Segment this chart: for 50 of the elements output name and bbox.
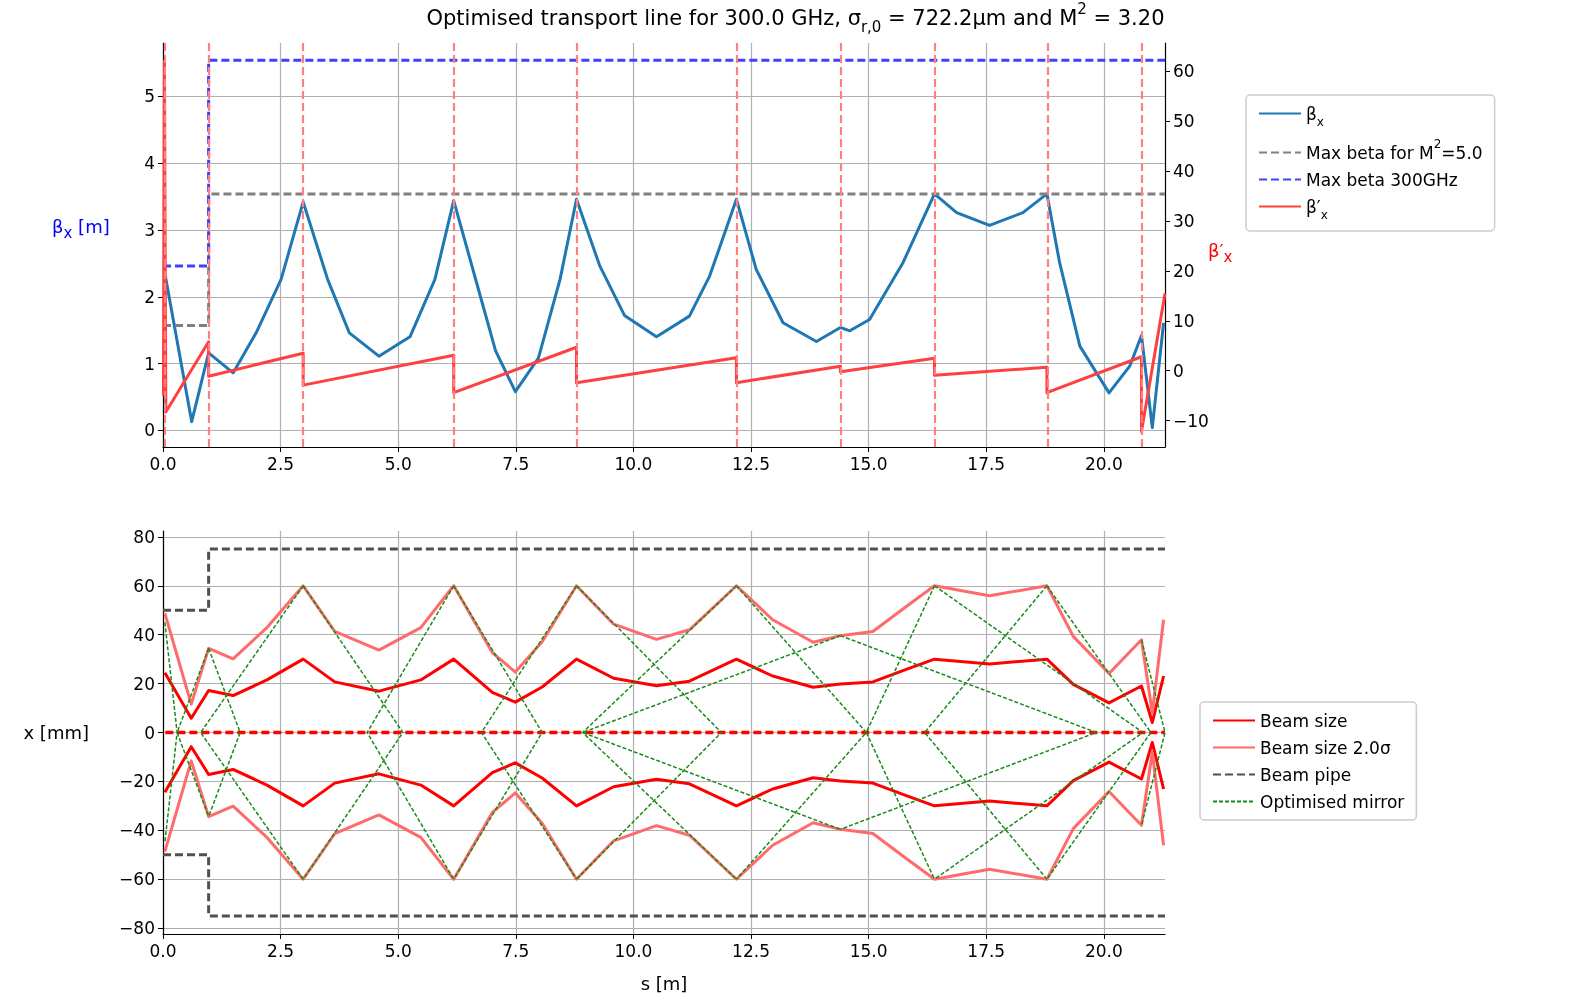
- x-tick-label: 15.0: [849, 940, 888, 961]
- y2-tick-label: 20: [1173, 260, 1195, 281]
- y-tick-label: −40: [119, 820, 155, 841]
- x-tick-label: 2.5: [267, 940, 295, 961]
- x-tick-label: 7.5: [502, 940, 530, 961]
- x-tick-label: 17.5: [967, 453, 1006, 474]
- x-tick-label: 20.0: [1084, 453, 1123, 474]
- legend-label: Beam size: [1260, 710, 1348, 731]
- x-tick-label: 15.0: [849, 453, 888, 474]
- x-tick-label: 7.5: [502, 453, 530, 474]
- x-tick-label: 2.5: [267, 453, 295, 474]
- y2-tick-label: 30: [1173, 211, 1195, 232]
- x-tick-label: 20.0: [1084, 940, 1123, 961]
- y2-tick-label: 50: [1173, 111, 1195, 132]
- x-tick-label: 10.0: [614, 453, 653, 474]
- legend-label: Beam pipe: [1260, 764, 1352, 785]
- y-tick-label: 2: [144, 286, 155, 307]
- y-tick-label: 4: [144, 153, 155, 174]
- x-tick-label: 5.0: [384, 453, 412, 474]
- y-tick-label: 0: [144, 420, 155, 441]
- y-tick-label: −80: [119, 918, 155, 939]
- x-tick-label: 10.0: [614, 940, 653, 961]
- y2-tick-label: −10: [1173, 410, 1209, 431]
- y2-tick-label: 40: [1173, 161, 1195, 182]
- legend-label: Max beta 300GHz: [1306, 169, 1458, 190]
- x-tick-label: 5.0: [384, 940, 412, 961]
- y-tick-label: 5: [144, 86, 155, 107]
- y-tick-label: 3: [144, 219, 155, 240]
- y-tick-label: 40: [133, 624, 155, 645]
- y-axis-title: β$_{x}$ [m]: [52, 216, 110, 242]
- legend-label: Beam size 2.0σ: [1260, 737, 1391, 758]
- y-tick-label: 80: [133, 526, 155, 547]
- y-axis-title: x [mm]: [23, 722, 89, 743]
- y2-tick-label: 10: [1173, 310, 1195, 331]
- y2-axis-title: β′$_{x}$: [1208, 240, 1233, 266]
- x-tick-label: 0.0: [149, 453, 177, 474]
- x-tick-label: 17.5: [967, 940, 1006, 961]
- y-tick-label: 1: [144, 353, 155, 374]
- x-tick-label: 12.5: [732, 940, 770, 961]
- y2-tick-label: 60: [1173, 61, 1195, 82]
- y-tick-label: 60: [133, 575, 155, 596]
- y2-tick-label: 0: [1173, 360, 1184, 381]
- x-tick-label: 12.5: [732, 453, 770, 474]
- y-tick-label: 20: [133, 673, 155, 694]
- x-tick-label: 0.0: [149, 940, 177, 961]
- y-tick-label: 0: [144, 722, 155, 743]
- x-axis-title: s [m]: [640, 972, 688, 994]
- legend-label: Optimised mirror: [1260, 791, 1405, 812]
- y-tick-label: −60: [119, 869, 155, 890]
- y-tick-label: −20: [119, 771, 155, 792]
